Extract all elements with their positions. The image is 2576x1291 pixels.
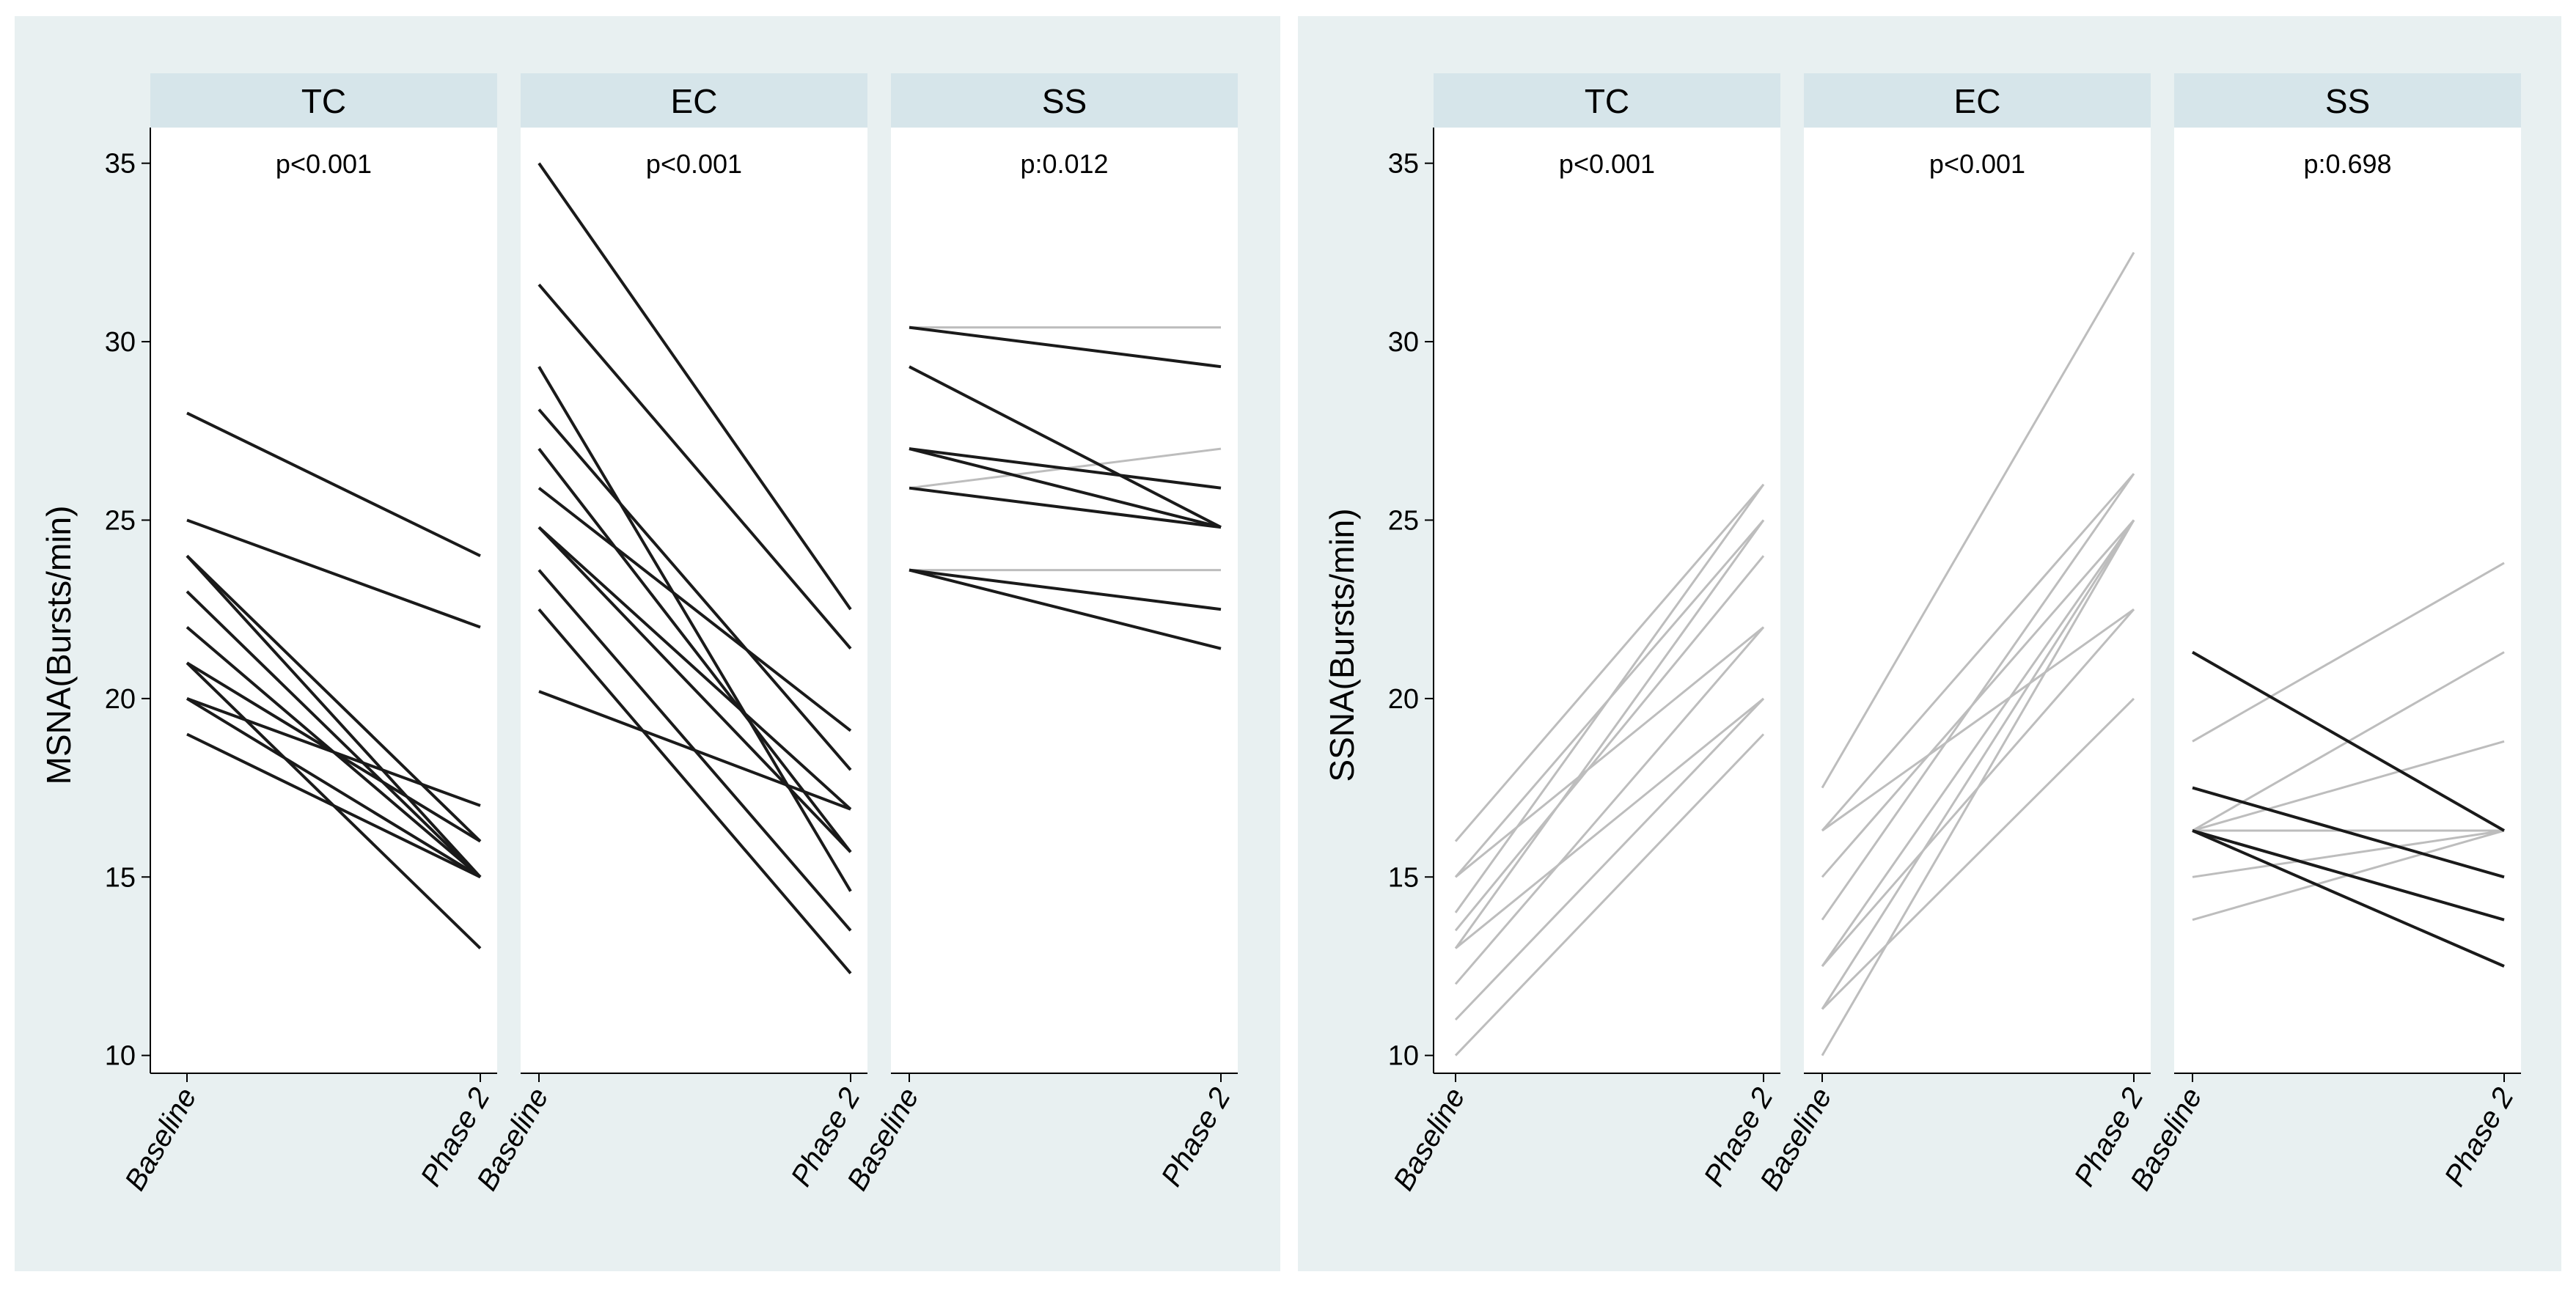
facet-panel: TC p<0.001 <box>150 73 497 1073</box>
series-line <box>909 325 1222 369</box>
series-line <box>537 162 852 611</box>
series-line <box>909 486 1222 529</box>
series-line <box>1821 608 2135 832</box>
series-line <box>537 366 852 892</box>
series-line <box>1454 555 1765 932</box>
series-line <box>186 554 482 878</box>
facet-strip <box>2174 73 2521 128</box>
series-line <box>537 526 852 853</box>
series-line <box>537 526 852 811</box>
facet-title: SS <box>1042 82 1087 120</box>
y-tick-label: 30 <box>1388 327 1419 358</box>
chart-msna: MSNA(Bursts/min) TC p<0.001 EC p<0.001 S… <box>15 16 1280 1271</box>
series-line <box>1454 697 1765 1021</box>
series-line <box>909 447 1222 490</box>
y-tick-label: 10 <box>1388 1041 1419 1072</box>
facet-panel: EC p<0.001 <box>521 73 867 1073</box>
series-line <box>537 283 852 650</box>
plot-area <box>150 128 497 1073</box>
y-tick-label: 30 <box>105 327 136 358</box>
p-value-label: p:0.698 <box>2303 149 2391 179</box>
plot-area <box>891 128 1238 1073</box>
facet-title: SS <box>2325 82 2370 120</box>
series-line <box>2192 829 2505 968</box>
facet-title: TC <box>301 82 346 120</box>
series-line <box>2192 740 2505 832</box>
y-tick-label: 20 <box>1388 684 1419 715</box>
facet-panel: SS p:0.698 <box>2174 73 2521 1073</box>
series-line <box>2192 829 2505 922</box>
series-line <box>1821 519 2135 1056</box>
y-axis-label: MSNA(Bursts/min) <box>40 506 78 785</box>
series-line <box>909 447 1222 529</box>
series-line <box>909 365 1222 529</box>
y-tick-label: 35 <box>1388 149 1419 180</box>
y-tick-label: 10 <box>105 1041 136 1072</box>
series-line <box>2192 786 2505 879</box>
y-tick-label: 15 <box>105 862 136 893</box>
y-tick-label: 25 <box>1388 505 1419 536</box>
p-value-label: p<0.001 <box>646 149 742 179</box>
p-value-label: p<0.001 <box>1929 149 2025 179</box>
facet-panel: TC p<0.001 <box>1434 73 1780 1073</box>
facet-title: TC <box>1585 82 1629 120</box>
facet-strip <box>150 73 497 128</box>
series-line <box>909 568 1222 650</box>
y-tick-label: 15 <box>1388 862 1419 893</box>
series-line <box>2192 829 2505 878</box>
series-line <box>186 697 482 879</box>
plot-area <box>1434 128 1780 1073</box>
plot-area <box>1804 128 2151 1073</box>
series-line <box>186 590 482 878</box>
series-line <box>1821 697 2135 1010</box>
y-tick-label: 25 <box>105 505 136 536</box>
series-line <box>186 518 481 629</box>
y-tick-label: 35 <box>105 149 136 180</box>
p-value-label: p:0.012 <box>1020 149 1108 179</box>
series-line <box>186 554 482 843</box>
series-line <box>1454 519 1765 949</box>
series-line <box>1454 626 1765 985</box>
facet-strip <box>1804 73 2151 128</box>
p-value-label: p<0.001 <box>276 149 372 179</box>
series-line <box>1454 733 1765 1056</box>
series-line <box>1821 473 2135 831</box>
series-line <box>1821 473 2135 921</box>
series-line <box>2192 562 2505 743</box>
p-value-label: p<0.001 <box>1559 149 1655 179</box>
y-axis-label: SSNA(Bursts/min) <box>1323 508 1361 781</box>
y-tick-label: 20 <box>105 684 136 715</box>
series-line <box>1821 251 2135 789</box>
facet-title: EC <box>671 82 718 120</box>
series-line <box>909 568 1222 611</box>
series-line <box>1821 519 2135 1010</box>
facet-title: EC <box>1954 82 2001 120</box>
facet-strip <box>891 73 1238 128</box>
facet-panel: EC p<0.001 <box>1804 73 2151 1073</box>
series-line <box>537 408 852 771</box>
plot-area <box>2174 128 2521 1073</box>
series-line <box>1454 483 1765 842</box>
series-line <box>537 608 852 975</box>
series-line <box>537 487 852 732</box>
chart-ssna: SSNA(Bursts/min) TC p<0.001 EC p<0.001 S… <box>1298 16 2561 1271</box>
facet-strip <box>521 73 867 128</box>
series-line <box>1454 483 1765 913</box>
series-line <box>537 447 852 853</box>
series-line <box>538 690 851 811</box>
facet-strip <box>1434 73 1780 128</box>
series-line <box>1455 626 1764 878</box>
series-line <box>186 697 481 807</box>
series-line <box>186 411 481 557</box>
series-line <box>1821 519 2135 967</box>
facet-panel: SS p:0.012 <box>891 73 1238 1073</box>
series-line <box>2192 650 2505 832</box>
series-line <box>1455 697 1764 949</box>
series-line <box>186 732 481 879</box>
